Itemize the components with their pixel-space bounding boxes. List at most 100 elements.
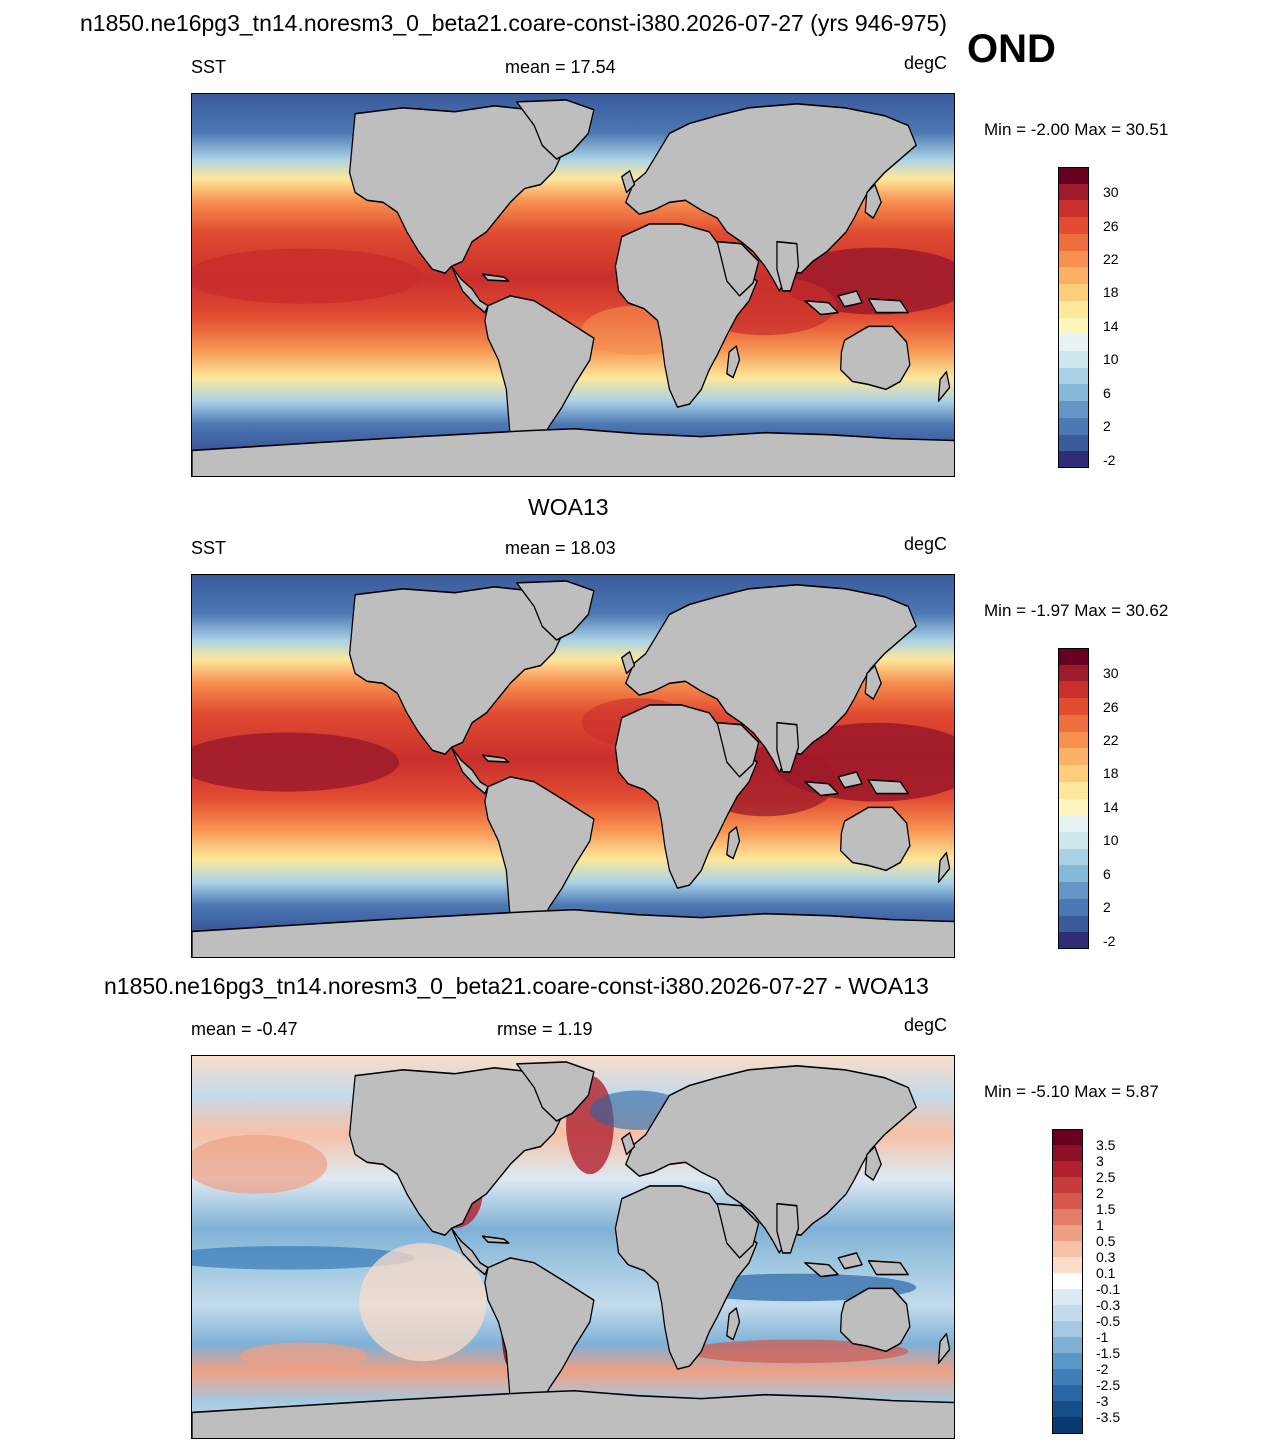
colorbar-swatch [1058, 417, 1089, 436]
colorbar-swatch [1058, 217, 1089, 235]
panel-model-mean: mean = 17.54 [505, 57, 616, 77]
colorbar-swatch [1052, 1129, 1083, 1146]
colorbar-swatch [1052, 1193, 1083, 1210]
colorbar-tick-label: 6 [1103, 384, 1111, 401]
colorbar-swatch [1058, 384, 1089, 402]
colorbar-swatch [1052, 1209, 1083, 1226]
panel-model-units: degC [904, 53, 948, 73]
colorbar-swatch [1052, 1417, 1083, 1434]
colorbar-swatch [1058, 284, 1089, 302]
colorbar-swatch [1058, 300, 1089, 318]
colorbar-swatch [1052, 1305, 1083, 1322]
colorbar-tick-label: 10 [1103, 832, 1119, 849]
colorbar-swatch [1058, 781, 1089, 799]
colorbar-swatch [1052, 1353, 1083, 1370]
colorbar-swatch [1058, 714, 1089, 733]
colorbar-swatch [1052, 1273, 1083, 1290]
colorbar-swatch [1058, 898, 1089, 917]
colorbar-tick-label: -0.3 [1096, 1297, 1121, 1313]
colorbar-tick-label: 22 [1103, 250, 1119, 267]
colorbar-swatch [1058, 317, 1089, 335]
colorbar-tick-label: 30 [1103, 665, 1119, 682]
colorbar-swatch [1052, 1369, 1083, 1386]
colorbar-tick-label: 0.5 [1096, 1233, 1116, 1249]
colorbar-tick-label: 2.5 [1096, 1169, 1116, 1185]
colorbar-tick-label: 6 [1103, 865, 1111, 882]
colorbar-tick-label: 2 [1103, 418, 1111, 435]
colorbar-tick-label: 2 [1096, 1185, 1104, 1201]
colorbar-swatch [1052, 1257, 1083, 1274]
colorbar-swatch [1058, 882, 1089, 900]
colorbar-swatch [1052, 1161, 1083, 1178]
panel-model-colorbar: 30 26 22 18 14 10 6 2 -2 [1058, 167, 1138, 469]
colorbar-swatch [1058, 434, 1089, 452]
colorbar-swatch [1058, 451, 1089, 469]
colorbar-tick-label: -2 [1096, 1361, 1109, 1377]
colorbar-tick-label: 26 [1103, 217, 1119, 234]
colorbar-swatch [1058, 167, 1089, 185]
colorbar-swatch [1058, 798, 1089, 816]
colorbar-swatch [1052, 1321, 1083, 1338]
panel-obs-mean: mean = 18.03 [505, 538, 616, 558]
panel-obs-map [191, 574, 955, 958]
colorbar-swatch [1058, 731, 1089, 749]
colorbar-tick-label: -3.5 [1096, 1409, 1121, 1425]
colorbar-swatch [1058, 848, 1089, 866]
colorbar-tick-label: 0.3 [1096, 1249, 1116, 1265]
panel-obs-colorbar: 30 26 22 18 14 10 6 2 -2 [1058, 648, 1138, 950]
colorbar-tick-label: 26 [1103, 698, 1119, 715]
colorbar-swatch [1058, 648, 1089, 666]
colorbar-tick-label: -0.1 [1096, 1281, 1121, 1297]
colorbar-swatch [1058, 664, 1089, 682]
colorbar-swatch [1058, 765, 1089, 783]
panel-diff-map [191, 1055, 955, 1439]
colorbar-tick-label: -2 [1103, 451, 1116, 468]
colorbar-swatch [1058, 831, 1089, 850]
colorbar-swatch [1058, 250, 1089, 268]
colorbar-tick-label: 3 [1096, 1153, 1104, 1169]
colorbar-tick-label: -2.5 [1096, 1377, 1121, 1393]
panel-obs-units: degC [904, 534, 948, 554]
panel-model-map [191, 93, 955, 477]
colorbar-swatch [1058, 183, 1089, 201]
run-title: n1850.ne16pg3_tn14.noresm3_0_beta21.coar… [80, 10, 947, 36]
panel-obs-variable: SST [191, 538, 227, 558]
colorbar-swatch [1058, 401, 1089, 419]
colorbar-tick-label: 0.1 [1096, 1265, 1116, 1281]
colorbar-swatch [1058, 334, 1089, 352]
colorbar-swatch [1052, 1401, 1083, 1418]
colorbar-swatch [1058, 815, 1089, 833]
colorbar-swatch [1052, 1289, 1083, 1306]
colorbar-swatch [1052, 1225, 1083, 1242]
colorbar-tick-label: 3.5 [1096, 1137, 1116, 1153]
panel-obs-minmax: Min = -1.97 Max = 30.62 [984, 601, 1169, 620]
panel-obs-title: WOA13 [528, 494, 609, 520]
colorbar-swatch [1058, 233, 1089, 252]
colorbar-swatch [1058, 267, 1089, 285]
colorbar-swatch [1058, 350, 1089, 369]
colorbar-tick-label: 18 [1103, 765, 1119, 782]
colorbar-swatch [1052, 1241, 1083, 1258]
colorbar-swatch [1052, 1385, 1083, 1402]
colorbar-swatch [1058, 932, 1089, 950]
panel-model-variable: SST [191, 57, 227, 77]
colorbar-tick-label: 2 [1103, 899, 1111, 916]
panel-diff-title: n1850.ne16pg3_tn14.noresm3_0_beta21.coar… [104, 973, 929, 999]
colorbar-swatch [1058, 865, 1089, 883]
colorbar-swatch [1052, 1145, 1083, 1162]
colorbar-tick-label: -3 [1096, 1393, 1109, 1409]
panel-diff-units: degC [904, 1015, 948, 1035]
colorbar-swatch [1058, 915, 1089, 933]
colorbar-tick-label: 30 [1103, 184, 1119, 201]
colorbar-swatch [1058, 367, 1089, 385]
panel-diff-rmse: rmse = 1.19 [497, 1019, 593, 1039]
colorbar-tick-label: -2 [1103, 932, 1116, 949]
season-label: OND [967, 27, 1056, 71]
colorbar-tick-label: 1.5 [1096, 1201, 1116, 1217]
colorbar-tick-label: -1 [1096, 1329, 1109, 1345]
colorbar-swatch [1058, 681, 1089, 699]
colorbar-tick-label: 10 [1103, 351, 1119, 368]
panel-diff-mean: mean = -0.47 [191, 1019, 298, 1039]
colorbar-swatch [1052, 1177, 1083, 1194]
colorbar-swatch [1058, 200, 1089, 218]
